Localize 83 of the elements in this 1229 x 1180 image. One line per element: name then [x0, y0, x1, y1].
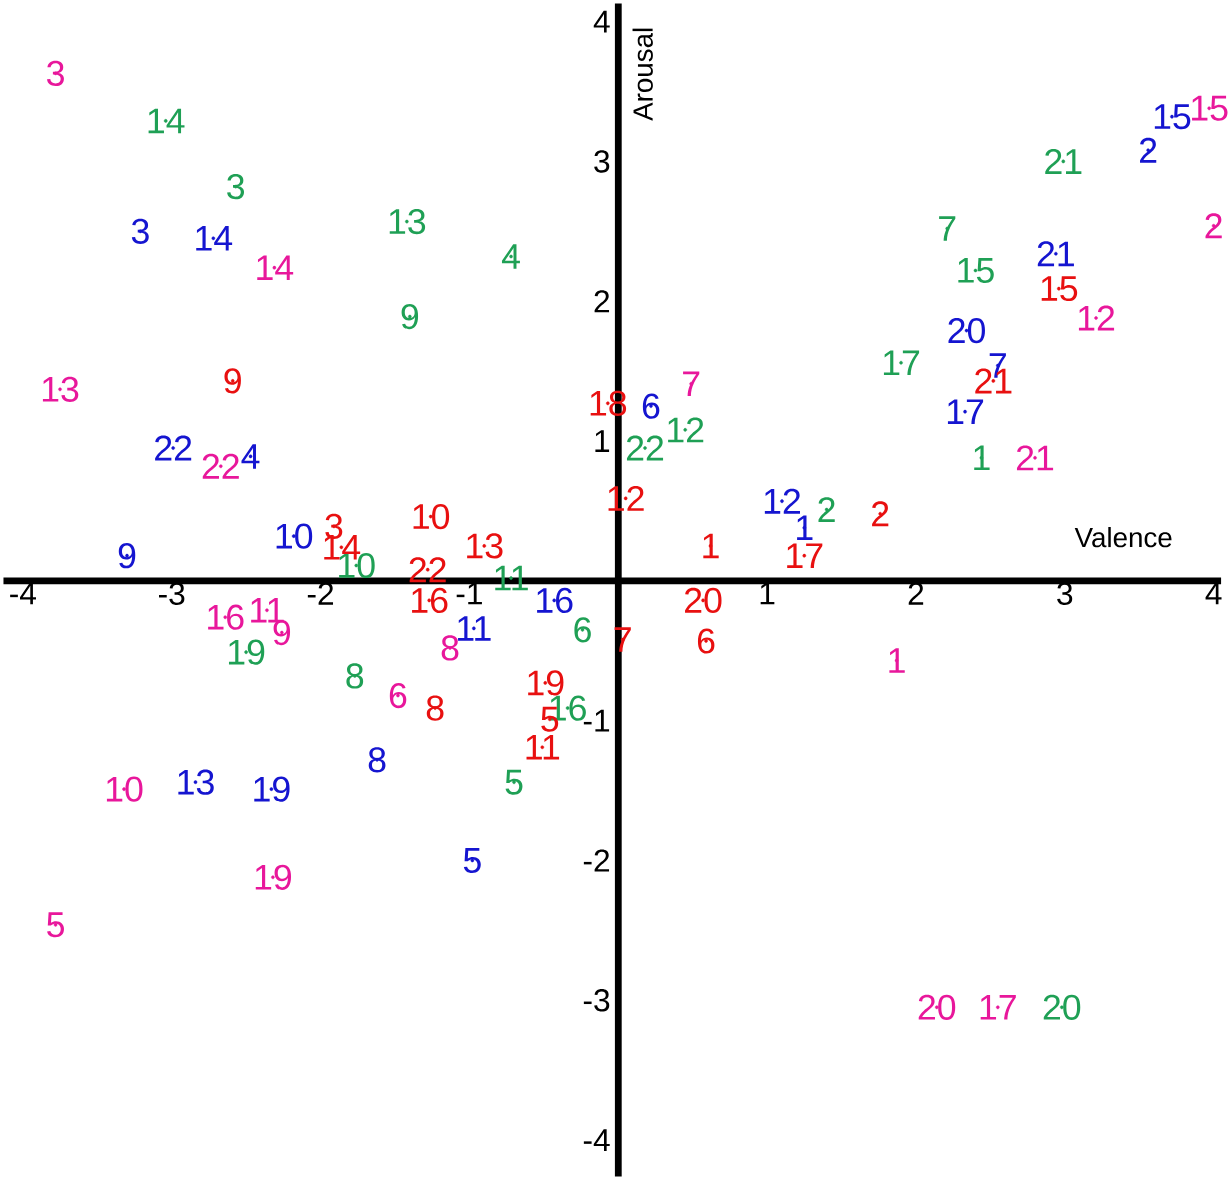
annotation: 9: [224, 368, 241, 394]
annotation: 19: [228, 639, 265, 665]
annotation: 21: [1016, 445, 1054, 471]
annotation: 4: [241, 444, 260, 469]
annotation: 4: [501, 244, 520, 269]
annotation: 13: [389, 208, 426, 235]
x-tick-label: -4: [10, 582, 36, 605]
annotation: 14: [148, 108, 185, 134]
annotation: 8: [441, 635, 459, 661]
annotation: 2: [1140, 137, 1157, 163]
annotation: 9: [401, 304, 419, 330]
annotation: 20: [685, 587, 722, 614]
annotation: 17: [787, 543, 823, 569]
annotation: 6: [389, 682, 407, 709]
annotation: 11: [495, 565, 528, 591]
annotation: 15: [1192, 95, 1228, 121]
annotation: 12: [1078, 305, 1115, 331]
annotation: 2: [1205, 213, 1222, 239]
annotation: 19: [254, 776, 290, 802]
annotation: 22: [626, 435, 664, 461]
annotation: 7: [683, 371, 700, 397]
annotation: 3: [131, 218, 149, 244]
annotation: 22: [202, 453, 239, 479]
annotation: 19: [528, 670, 564, 696]
x-tick-label: 4: [1205, 582, 1222, 605]
annotation: 6: [574, 617, 591, 643]
annotation: 20: [948, 318, 985, 344]
annotation: 20: [1043, 994, 1081, 1020]
annotation: 19: [255, 864, 292, 890]
annotation: 15: [958, 258, 994, 283]
y-tick-label: 3: [594, 150, 610, 173]
annotation: 14: [196, 226, 233, 251]
annotation: 7: [939, 216, 956, 241]
annotation: 3: [227, 174, 245, 200]
annotation: 22: [409, 557, 446, 583]
annotation: 13: [42, 376, 79, 402]
annotation: 20: [918, 994, 956, 1020]
annotation: 1: [974, 445, 990, 471]
y-tick-label: 1: [595, 430, 610, 452]
annotation: 8: [426, 695, 444, 721]
annotation: 16: [208, 604, 244, 630]
annotation: 14: [257, 255, 294, 280]
annotation: 21: [1045, 149, 1082, 174]
annotation: 10: [413, 503, 450, 530]
annotation: 17: [980, 995, 1016, 1020]
annotation: 15: [1041, 276, 1078, 302]
annotation: 21: [1037, 241, 1074, 267]
annotation: 5: [463, 848, 481, 873]
annotation: 15: [1154, 104, 1191, 130]
annotation: 6: [642, 393, 660, 419]
y-tick-label: -4: [583, 1129, 610, 1152]
y-tick-label: 4: [593, 10, 610, 33]
annotation: 11: [526, 735, 560, 760]
annotation: 12: [668, 417, 704, 443]
annotation: 10: [106, 776, 143, 802]
annotation: 17: [883, 350, 920, 376]
annotation: 17: [947, 399, 984, 424]
annotation: 1: [889, 648, 905, 673]
annotation: 6: [697, 628, 715, 654]
annotation: 1: [797, 515, 813, 541]
annotation: 13: [178, 769, 214, 795]
annotation: 16: [537, 587, 573, 614]
x-axis-title: Valence: [1074, 527, 1172, 548]
annotation: 2: [872, 501, 889, 527]
annotation: 9: [118, 543, 136, 569]
annotation: 8: [346, 663, 364, 689]
annotation: 11: [458, 616, 491, 641]
annotation: 5: [47, 912, 64, 938]
annotation: 8: [368, 747, 386, 773]
annotation: 10: [276, 523, 313, 549]
annotation: 3: [47, 60, 64, 87]
annotation: 12: [764, 488, 800, 514]
y-tick-label: -3: [583, 989, 610, 1012]
y-tick-label: -1: [583, 709, 610, 732]
annotation: 22: [155, 435, 192, 461]
annotation: 13: [467, 533, 503, 559]
y-tick-label: -2: [583, 849, 610, 872]
annotation: 5: [505, 769, 523, 795]
annotation: 2: [818, 497, 835, 523]
y-tick-label: 2: [594, 290, 610, 313]
annotation: 1: [703, 533, 719, 559]
annotation: 16: [412, 587, 448, 614]
y-axis-title: Arousal: [632, 28, 653, 121]
